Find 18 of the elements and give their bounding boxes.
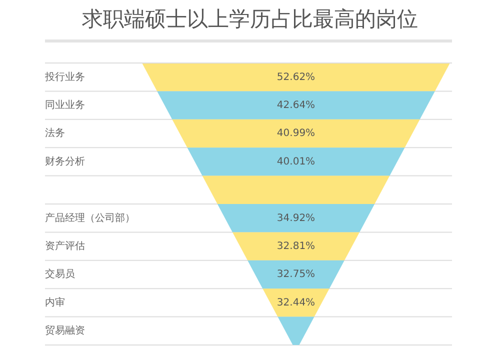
category-label: 法务	[45, 127, 65, 140]
category-label: 内审	[45, 296, 65, 308]
category-label: 交易员	[45, 268, 75, 280]
data-label: 32.75%	[276, 269, 316, 280]
category-label: 投行业务	[44, 70, 85, 83]
category-label: 同业业务	[45, 99, 85, 112]
data-label: 42.64%	[276, 100, 316, 112]
data-label: 52.62%	[276, 72, 316, 83]
category-label: 资产评估	[45, 240, 85, 252]
category-label: 产品经理（公司部）	[45, 212, 135, 224]
category-label: 财务分析	[45, 155, 85, 168]
text: 求职端硕士以上学历占比最高的岗位	[82, 7, 418, 31]
category-label: 贸易融资	[45, 324, 85, 337]
data-label: 32.44%	[276, 297, 316, 308]
data-label: 34.92%	[276, 212, 316, 224]
data-label: 40.99%	[276, 128, 316, 140]
data-label: 40.01%	[276, 156, 316, 168]
data-label: 32.81%	[276, 241, 316, 252]
